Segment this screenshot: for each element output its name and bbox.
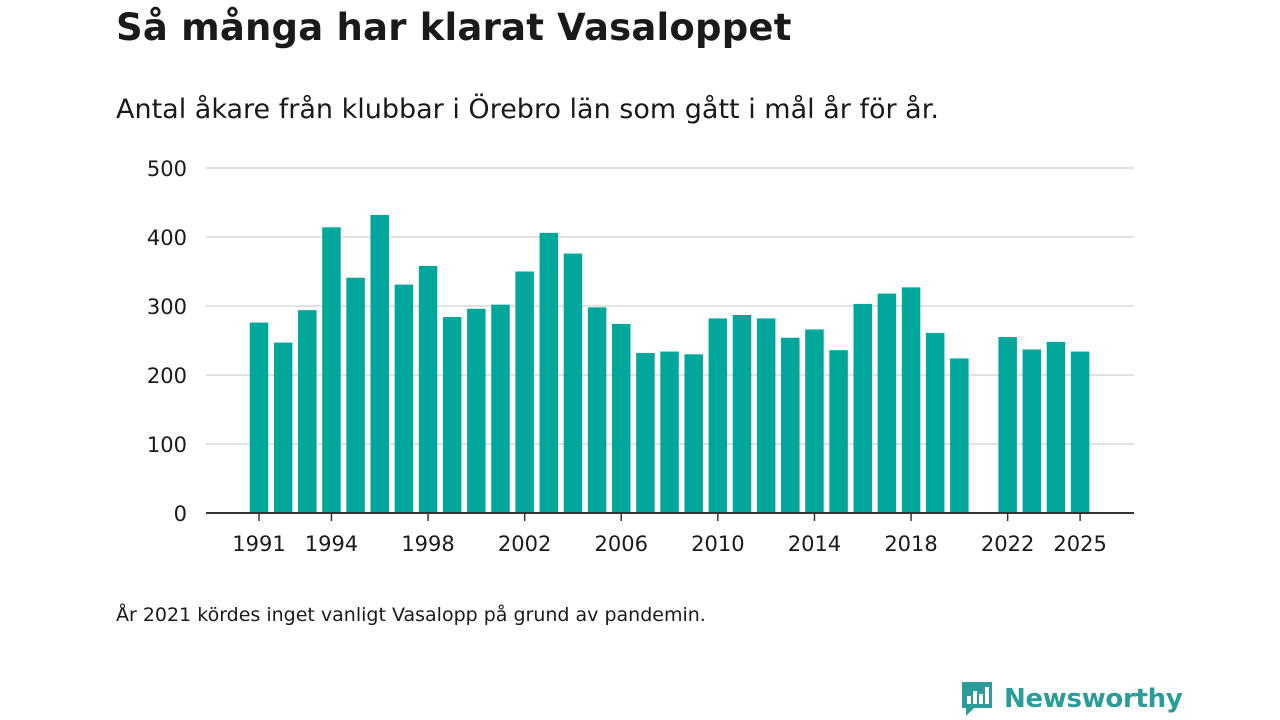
bars (249, 214, 1090, 514)
x-tick-label: 2002 (498, 532, 551, 556)
bar-2004 (563, 253, 583, 513)
bar-2013 (781, 337, 800, 513)
chart-title: Så många har klarat Vasaloppet (116, 6, 792, 49)
bar-2016 (853, 303, 872, 513)
bar-2002 (515, 271, 534, 513)
y-axis-labels: 0 100 200 300 400 500 (147, 157, 187, 526)
bar-2017 (877, 293, 897, 513)
bar-2025 (1070, 351, 1090, 513)
bar-1994 (322, 227, 341, 513)
x-tick-label: 2022 (981, 532, 1034, 556)
y-tick-label: 100 (147, 433, 187, 457)
brand-logo: Newsworthy (960, 680, 1183, 718)
bar-2018 (901, 287, 921, 513)
y-tick-label: 500 (147, 157, 187, 181)
x-tick-label: 1998 (401, 532, 454, 556)
bar-2012 (756, 318, 776, 513)
x-tick-label: 1994 (305, 532, 358, 556)
newsworthy-logo-icon (962, 682, 992, 716)
bar-1993 (298, 310, 317, 513)
y-tick-label: 200 (147, 364, 187, 388)
x-tick-label: 1991 (232, 532, 285, 556)
bar-1997 (394, 284, 414, 513)
bar-chart: 0 100 200 300 400 500 1991 1994 1998 2002 2006 201… (147, 157, 1134, 556)
bar-2024 (1046, 341, 1066, 513)
bar-2006 (612, 323, 631, 513)
bar-1991 (249, 322, 269, 513)
bar-1995 (346, 277, 365, 513)
bar-2009 (684, 354, 703, 513)
bar-2011 (732, 314, 752, 513)
bar-2023 (1022, 349, 1042, 513)
x-tick-label: 2025 (1053, 532, 1106, 556)
bar-2010 (708, 318, 728, 513)
bar-1996 (370, 214, 389, 514)
bar-2007 (636, 352, 655, 513)
bar-2000 (467, 308, 486, 513)
bar-1992 (273, 342, 293, 513)
bar-2015 (829, 350, 848, 513)
x-tick-label: 2018 (884, 532, 937, 556)
bar-1999 (442, 317, 462, 513)
bar-2008 (660, 351, 679, 513)
bar-2020 (950, 358, 969, 513)
bar-1998 (418, 265, 438, 513)
y-tick-label: 400 (147, 226, 187, 250)
brand-name: Newsworthy (1004, 684, 1183, 714)
x-tick-label: 2014 (788, 532, 841, 556)
y-tick-label: 0 (174, 502, 187, 526)
chart-subtitle: Antal åkare från klubbar i Örebro län so… (116, 94, 939, 125)
bar-2014 (805, 329, 824, 513)
bar-2005 (587, 307, 607, 513)
footnote: År 2021 kördes inget vanligt Vasalopp på… (116, 604, 706, 626)
y-tick-label: 300 (147, 295, 187, 319)
x-tick-label: 2006 (595, 532, 648, 556)
x-tick-label: 2010 (691, 532, 744, 556)
bar-2001 (491, 304, 510, 513)
bar-2003 (539, 232, 559, 514)
bar-2019 (925, 332, 945, 513)
x-axis (206, 512, 1134, 521)
x-axis-labels: 1991 1994 1998 2002 2006 2010 2014 2018 2022 2025 (232, 532, 1107, 556)
bar-2022 (998, 337, 1017, 513)
